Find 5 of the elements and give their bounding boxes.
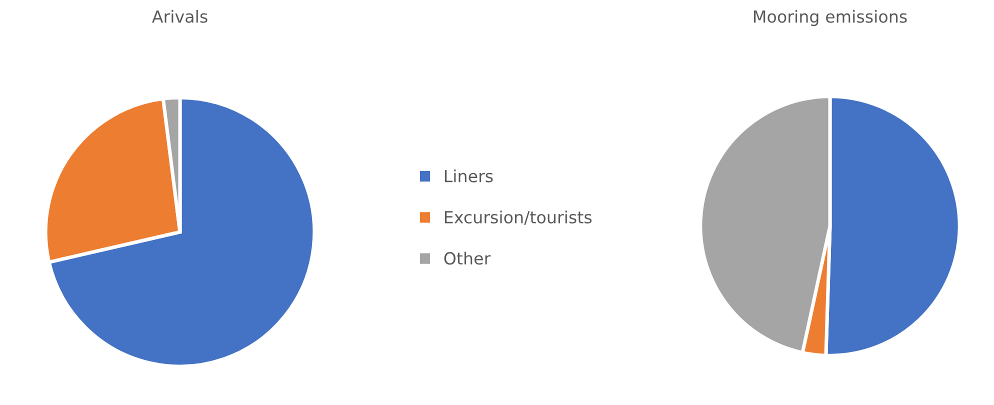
legend-label: Excursion/tourists bbox=[444, 210, 592, 225]
legend-label: Liners bbox=[444, 170, 493, 182]
legend-label: Other bbox=[444, 252, 491, 265]
chart-title: Arivals bbox=[152, 10, 208, 23]
chart-title: Mooring emissions bbox=[754, 10, 907, 26]
